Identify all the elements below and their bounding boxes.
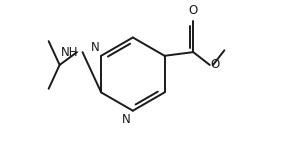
Text: N: N xyxy=(91,41,99,54)
Text: N: N xyxy=(122,112,131,126)
Text: O: O xyxy=(189,4,198,17)
Text: NH: NH xyxy=(60,46,78,59)
Text: O: O xyxy=(211,58,220,71)
